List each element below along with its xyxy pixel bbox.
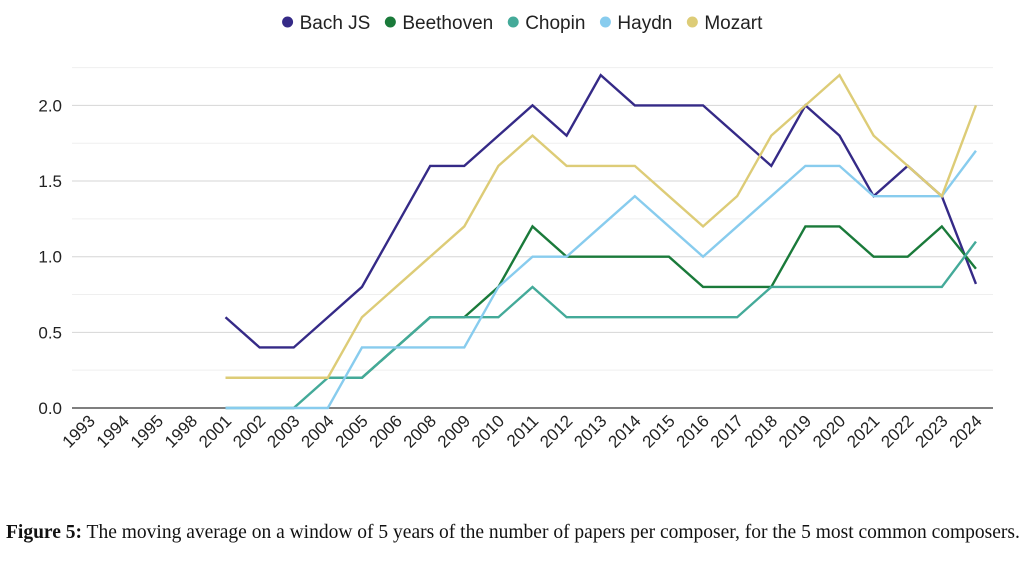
x-tick-label: 1995 <box>127 411 167 451</box>
series-line-haydn <box>225 150 977 410</box>
x-tick-label: 2016 <box>673 411 713 451</box>
x-tick-label: 2006 <box>366 411 406 451</box>
x-tick-label: 1998 <box>161 411 201 451</box>
series-line-beethoven <box>225 224 977 379</box>
legend-label: Chopin <box>525 13 585 34</box>
grid <box>72 67 993 409</box>
series-line-mozart <box>225 73 978 379</box>
x-tick-label: 2010 <box>468 411 508 451</box>
y-axis: 0.0 0.5 1.0 1.5 2.0 <box>38 96 62 418</box>
series-line-chopin <box>225 240 977 410</box>
series-lines <box>224 73 978 410</box>
series-line-bach-js <box>224 73 978 349</box>
x-tick-label: 2018 <box>741 411 781 451</box>
x-tick-label: 2015 <box>639 411 679 451</box>
caption-text: The moving average on a window of 5 year… <box>86 522 1020 543</box>
x-tick-label: 2001 <box>195 411 235 451</box>
x-tick-label: 1994 <box>93 411 133 451</box>
x-tick-label: 2004 <box>297 411 337 451</box>
x-tick-label: 2003 <box>263 411 303 451</box>
x-tick-label: 2023 <box>911 411 951 451</box>
legend-label: Beethoven <box>402 13 493 34</box>
line-chart: Bach JS Beethoven Chopin Haydn Mozart 0.0 0.5… <box>38 13 993 452</box>
x-tick-label: 2008 <box>400 411 440 451</box>
legend-label: Bach JS <box>300 13 371 34</box>
legend-label: Haydn <box>617 13 672 34</box>
x-tick-label: 2012 <box>536 411 576 451</box>
legend-marker <box>282 16 294 28</box>
legend-marker <box>686 16 698 28</box>
legend-marker <box>507 16 519 28</box>
x-tick-label: 2024 <box>946 411 986 451</box>
x-tick-label: 1993 <box>59 411 99 451</box>
x-tick-label: 2002 <box>229 411 269 451</box>
y-tick-label: 2.0 <box>38 96 62 115</box>
x-tick-label: 2011 <box>503 411 542 450</box>
legend-label: Mozart <box>704 13 763 34</box>
x-tick-label: 2013 <box>570 411 610 451</box>
figure-caption: Figure 5: The moving average on a window… <box>6 520 1022 545</box>
legend-marker <box>384 16 396 28</box>
x-tick-label: 2005 <box>332 411 372 451</box>
x-tick-label: 2022 <box>877 411 917 451</box>
legend-marker <box>599 16 611 28</box>
x-tick-label: 2017 <box>707 411 747 451</box>
y-tick-label: 1.0 <box>38 248 62 267</box>
x-tick-label: 2014 <box>604 411 644 451</box>
x-axis: 1993199419951998200120022003200420052006… <box>59 411 986 451</box>
y-tick-label: 0.0 <box>38 399 62 418</box>
x-tick-label: 2020 <box>809 411 849 451</box>
legend: Bach JS Beethoven Chopin Haydn Mozart <box>282 13 763 34</box>
x-tick-label: 2021 <box>843 411 883 451</box>
caption-label: Figure 5: <box>6 522 83 543</box>
y-tick-label: 1.5 <box>38 172 62 191</box>
x-tick-label: 2019 <box>775 411 815 451</box>
x-tick-label: 2009 <box>434 411 474 451</box>
y-tick-label: 0.5 <box>38 323 62 342</box>
